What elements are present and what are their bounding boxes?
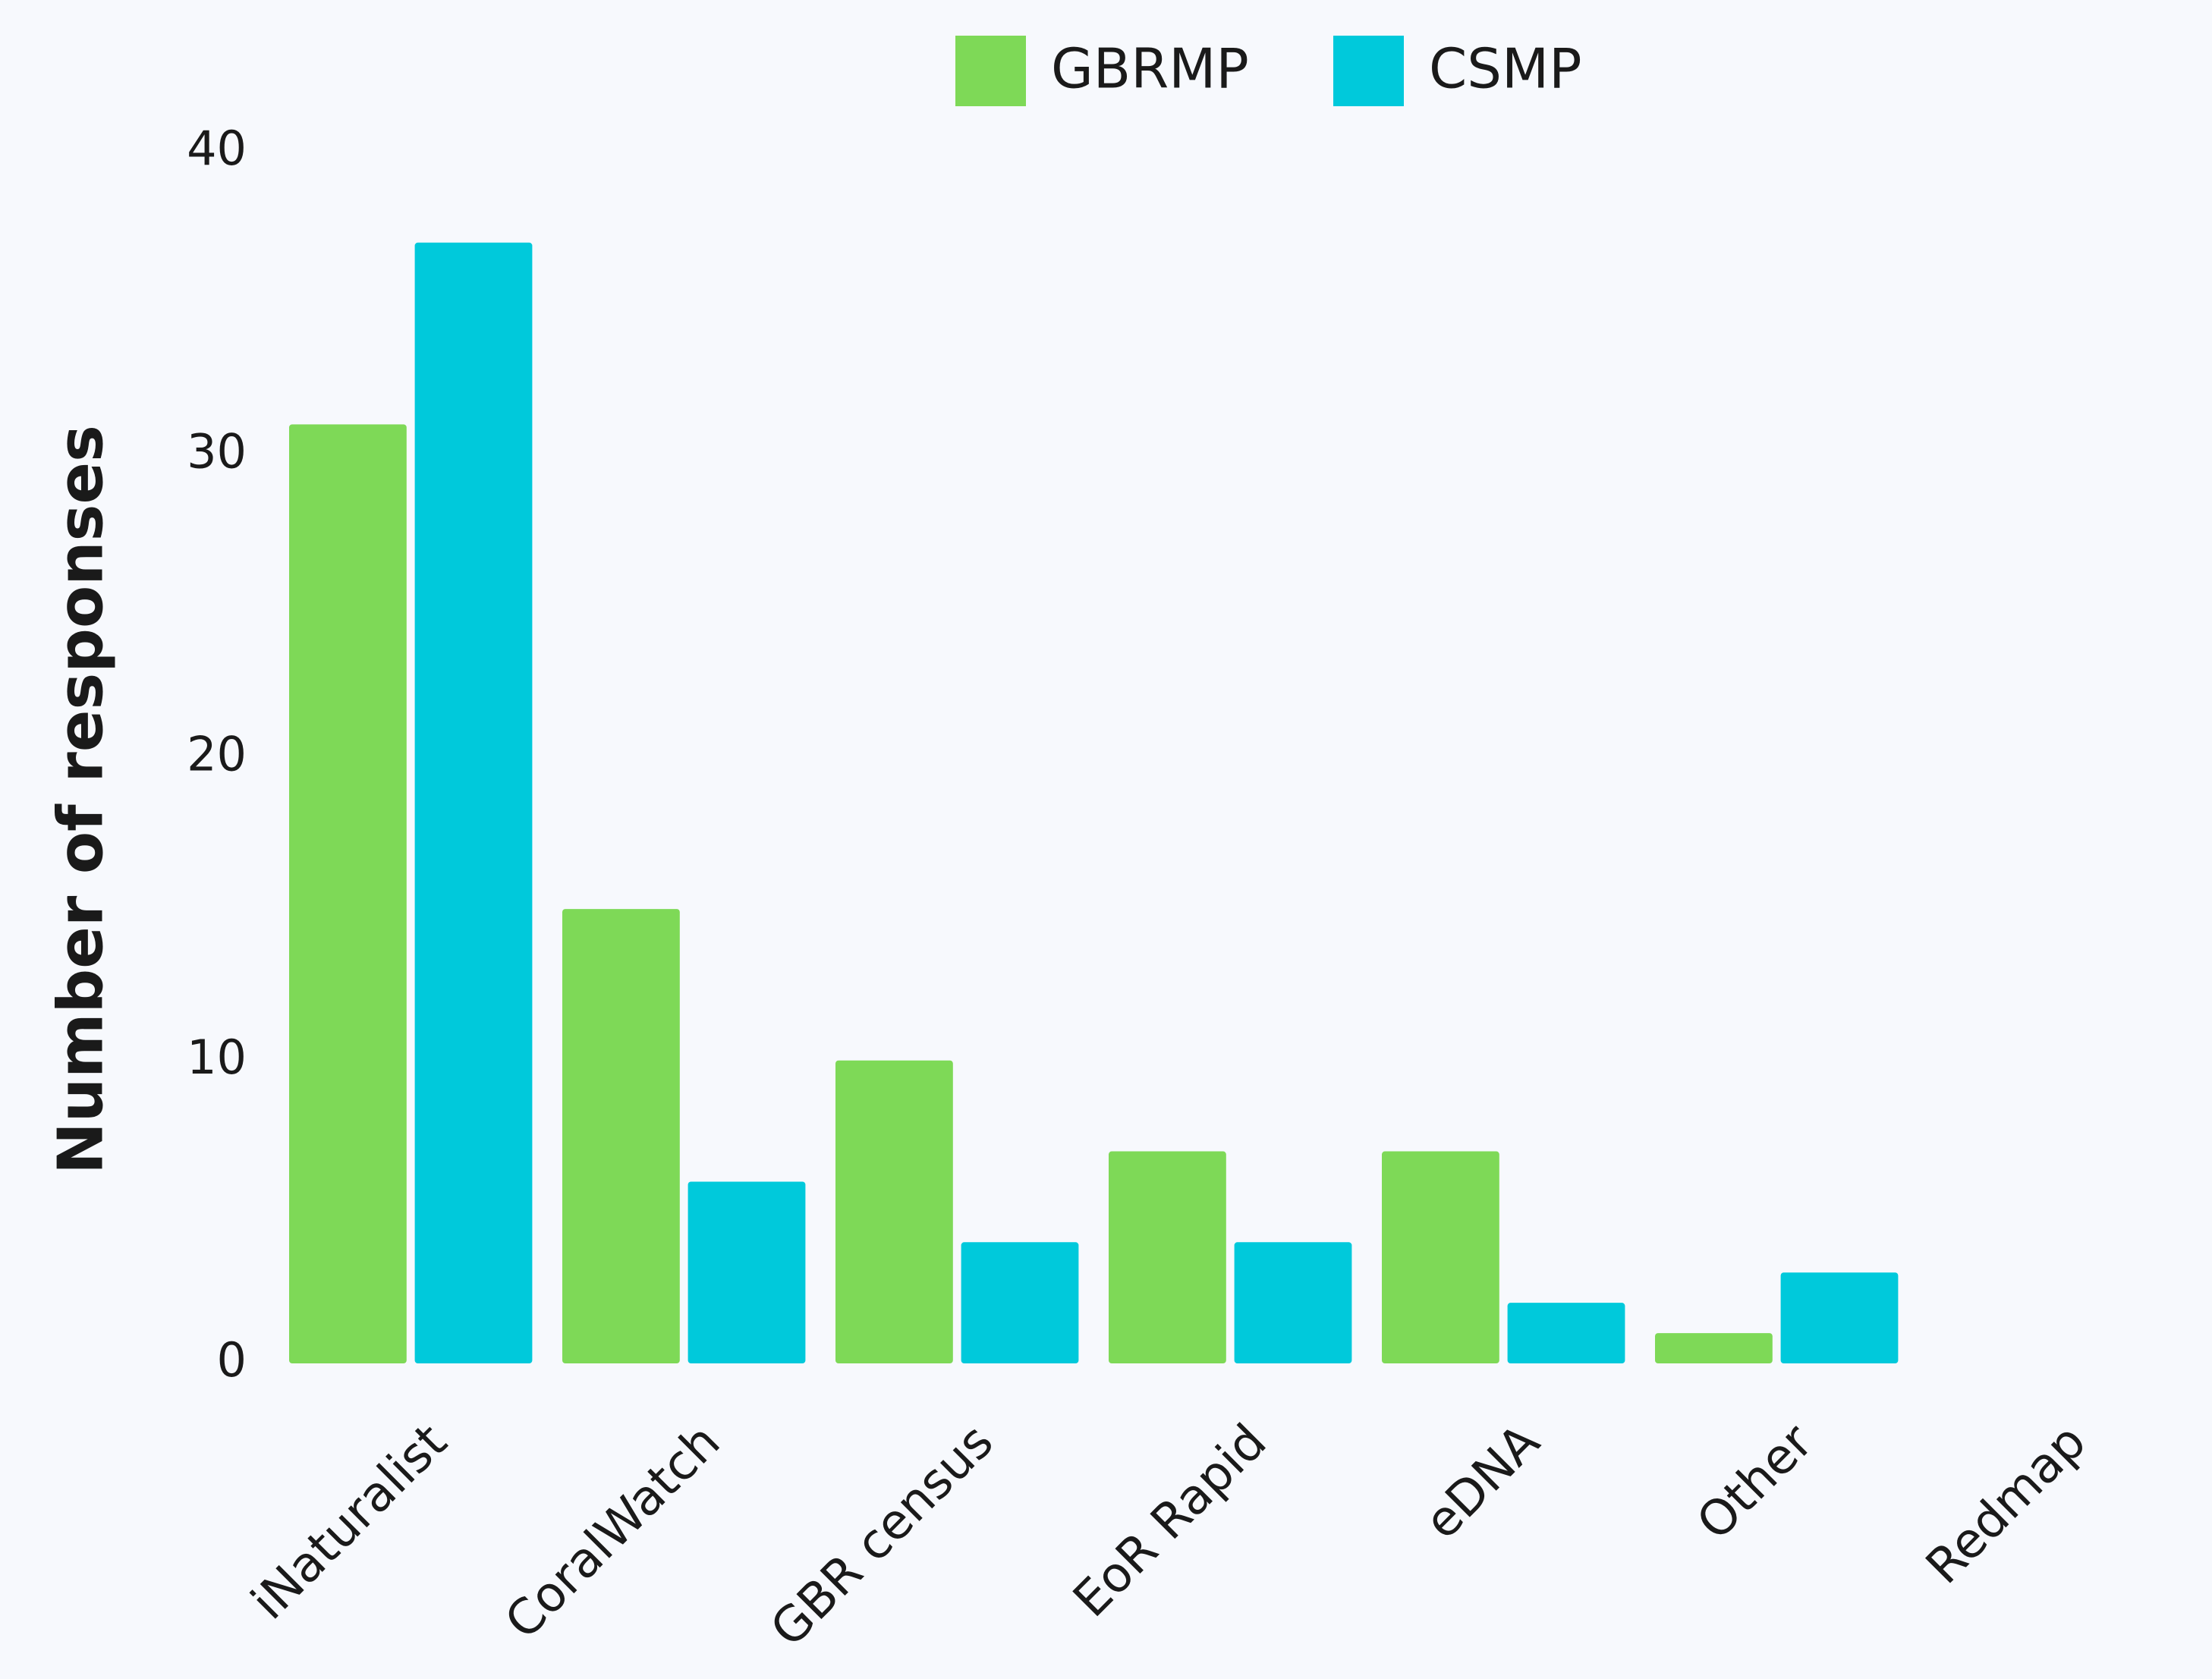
legend-label: CSMP (1429, 37, 1582, 101)
legend-swatch (1333, 36, 1404, 106)
bar (1382, 1151, 1499, 1363)
y-tick-label: 0 (217, 1332, 247, 1388)
bar (562, 909, 680, 1363)
bar (961, 1242, 1079, 1363)
bar (1234, 1242, 1352, 1363)
y-tick-label: 10 (187, 1030, 247, 1085)
y-axis-label: Number of responses (45, 425, 117, 1174)
legend-swatch (955, 36, 1026, 106)
y-tick-label: 40 (187, 121, 247, 176)
bar (835, 1060, 953, 1363)
bar (1507, 1303, 1625, 1363)
bar (414, 242, 533, 1363)
bar (1780, 1272, 1899, 1363)
legend-label: GBRMP (1051, 37, 1249, 101)
bar (688, 1181, 806, 1363)
y-tick-label: 30 (187, 423, 247, 479)
bar (1655, 1333, 1773, 1363)
bar (289, 424, 407, 1364)
bar (1109, 1151, 1226, 1363)
y-tick-label: 20 (187, 727, 247, 782)
